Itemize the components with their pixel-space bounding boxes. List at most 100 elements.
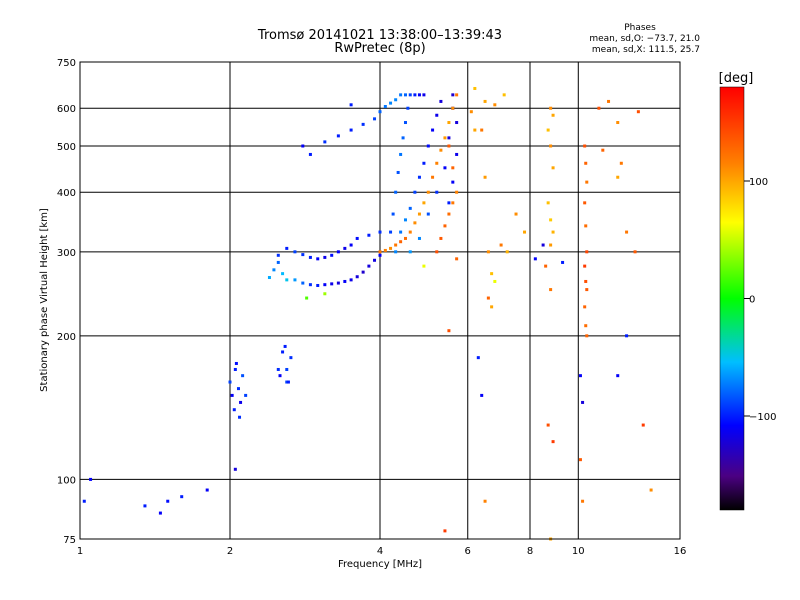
data-point [378, 253, 382, 257]
data-point [285, 246, 289, 250]
data-point [439, 99, 443, 103]
colorbar-tick-label: 100 [749, 177, 768, 188]
data-point [585, 334, 589, 338]
data-point [399, 240, 403, 244]
data-point [343, 246, 347, 250]
data-point [276, 253, 280, 257]
colorbar-tick-label: −100 [749, 412, 776, 423]
data-point [426, 190, 430, 194]
data-point [389, 246, 393, 250]
data-point [649, 488, 653, 492]
data-point [473, 128, 477, 132]
data-point [585, 288, 589, 292]
data-point [616, 121, 620, 125]
data-point [383, 248, 387, 252]
phases-x-stats: mean, sd,X: 111.5, 25.7 [591, 45, 700, 55]
data-point [330, 253, 334, 257]
data-point [166, 499, 170, 503]
data-point [502, 93, 506, 97]
data-point [336, 134, 340, 138]
data-point [616, 374, 620, 378]
data-point [401, 136, 405, 140]
data-point [234, 361, 238, 365]
data-point [426, 144, 430, 148]
data-point [480, 128, 484, 132]
data-point [308, 255, 312, 259]
data-point [636, 110, 640, 114]
data-point [281, 350, 285, 354]
data-point [601, 148, 605, 152]
data-point [455, 93, 459, 97]
data-point [443, 136, 447, 140]
data-point [408, 93, 412, 97]
data-point [403, 236, 407, 240]
data-point [403, 218, 407, 222]
data-point [422, 264, 426, 268]
data-point [336, 250, 340, 254]
data-point [276, 367, 280, 371]
data-point [378, 230, 382, 234]
data-point [241, 374, 245, 378]
data-point [422, 201, 426, 205]
data-point [205, 488, 209, 492]
x-tick-label: 10 [572, 546, 585, 557]
data-point [349, 243, 353, 247]
data-point [435, 161, 439, 165]
data-point [417, 236, 421, 240]
phases-o-stats: mean, sd,O: −73.7, 21.0 [589, 34, 700, 44]
x-tick-label: 16 [674, 546, 687, 557]
data-point [373, 258, 377, 262]
data-point [583, 144, 587, 148]
data-point [236, 387, 240, 391]
data-point [447, 144, 451, 148]
data-point [549, 288, 553, 292]
data-point [546, 423, 550, 427]
data-point [276, 260, 280, 264]
data-point [633, 250, 637, 254]
x-tick-label: 1 [77, 546, 83, 557]
data-point [323, 140, 327, 144]
data-point [378, 250, 382, 254]
data-point [239, 400, 243, 404]
y-tick-label: 200 [57, 332, 76, 343]
data-point [158, 511, 162, 515]
data-point [486, 296, 490, 300]
x-tick-label: 4 [377, 546, 383, 557]
x-tick-label: 8 [527, 546, 533, 557]
data-point [469, 110, 473, 114]
data-point [238, 415, 242, 419]
data-point [399, 152, 403, 156]
data-point [625, 334, 629, 338]
data-point [551, 230, 555, 234]
data-point [82, 499, 86, 503]
data-point [549, 243, 553, 247]
data-point [278, 374, 282, 378]
data-point [584, 279, 588, 283]
data-point [483, 99, 487, 103]
data-point [378, 110, 382, 114]
data-point [408, 230, 412, 234]
data-point [447, 212, 451, 216]
data-point [426, 212, 430, 216]
y-tick-label: 300 [57, 248, 76, 259]
data-point [544, 264, 548, 268]
data-point [439, 148, 443, 152]
data-point [323, 283, 327, 287]
data-point [343, 279, 347, 283]
data-point [549, 218, 553, 222]
chart-subtitle: RwPretec (8p) [334, 41, 426, 56]
data-point [383, 105, 387, 109]
data-point [549, 106, 553, 110]
data-point [523, 230, 527, 234]
y-axis-label: Stationary phase Virtual Height [km] [39, 208, 50, 392]
data-point [616, 175, 620, 179]
data-point [581, 400, 585, 404]
data-point [641, 423, 645, 427]
data-point [308, 283, 312, 287]
y-tick-label: 500 [57, 142, 76, 153]
data-point [422, 93, 426, 97]
data-point [413, 190, 417, 194]
data-point [389, 101, 393, 105]
data-point [533, 257, 537, 261]
